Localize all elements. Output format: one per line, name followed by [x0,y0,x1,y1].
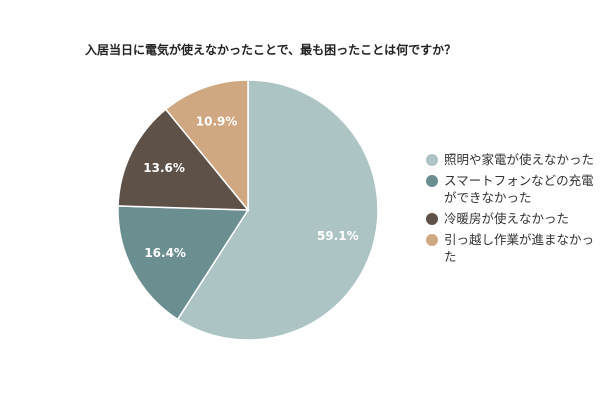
legend-label: 冷暖房が使えなかった [444,211,570,226]
legend: 照明や家電が使えなかったスマートフォンなどの充電ができなかった冷暖房が使えなかっ… [426,151,600,269]
legend-item: 照明や家電が使えなかった [426,151,600,168]
data-label: 16.4% [144,246,186,260]
legend-label: 照明や家電が使えなかった [444,152,595,167]
pie-slice [176,79,379,341]
legend-swatch [426,175,438,187]
pie-slice [117,108,250,211]
data-label: 10.9% [196,114,238,128]
legend-swatch [426,234,438,246]
legend-label: 引っ越し作業が進まなかった [444,232,595,264]
legend-label: スマートフォンなどの充電ができなかった [444,173,594,205]
legend-swatch [426,154,438,166]
legend-item: スマートフォンなどの充電ができなかった [426,172,600,206]
pie-slice [117,205,250,321]
data-label: 59.1% [317,229,359,243]
pie-slice [164,79,249,213]
data-label: 13.6% [143,161,185,175]
legend-item: 冷暖房が使えなかった [426,210,600,227]
chart-title: 入居当日に電気が使えなかったことで、最も困ったことは何ですか？ [85,42,456,57]
legend-item: 引っ越し作業が進まなかった [426,231,600,265]
legend-swatch [426,213,438,225]
